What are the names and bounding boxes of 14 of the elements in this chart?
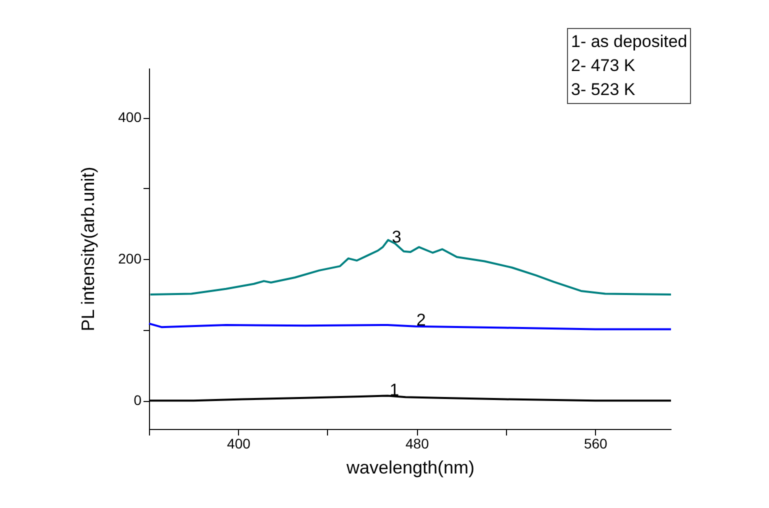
y-tick-label: 200 <box>118 250 142 267</box>
y-tick-label: 400 <box>118 109 142 126</box>
annotation: 3 <box>392 228 402 247</box>
annotation: 2- 473 K <box>571 55 636 77</box>
x-tick-label: 400 <box>227 436 251 452</box>
y-tick-label: 0 <box>134 392 142 408</box>
y-axis-title: PL intensity(arb.unit) <box>78 166 98 332</box>
annotation: 3- 523 K <box>571 79 636 101</box>
text-box: 1- as deposited 2- 473 K 3- 523 K <box>567 28 692 104</box>
annotation: 1 <box>390 380 400 400</box>
x-tick-label: 480 <box>406 436 430 452</box>
x-axis-title: wavelength(nm) <box>345 458 475 478</box>
x-tick-label: 560 <box>584 436 608 452</box>
annotation: 2 <box>416 310 426 330</box>
